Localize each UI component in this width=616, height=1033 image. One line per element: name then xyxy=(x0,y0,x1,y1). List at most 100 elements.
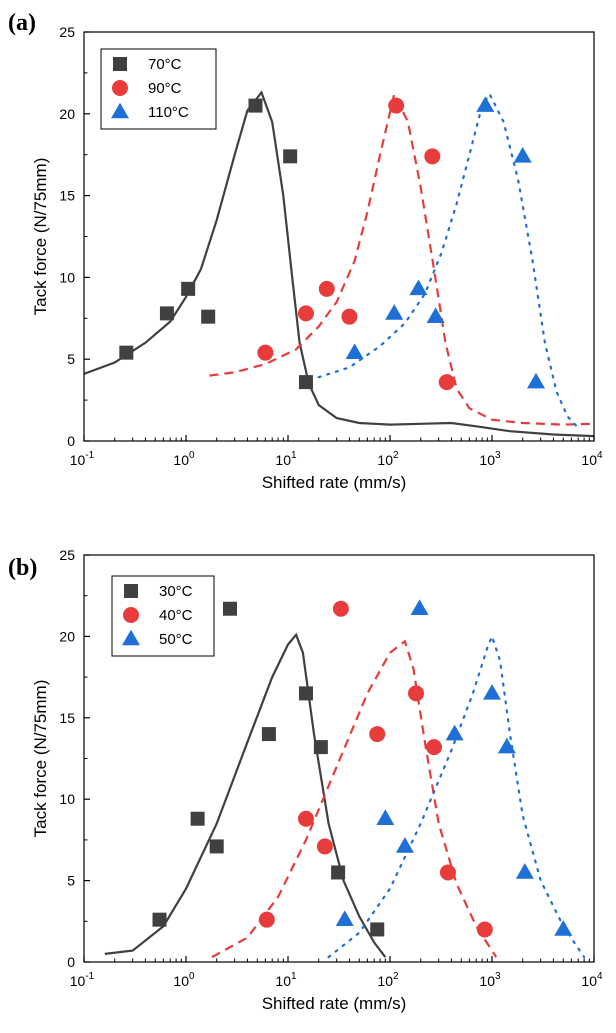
data-point-series-2-5 xyxy=(369,726,386,743)
data-point-series-1-3 xyxy=(181,281,196,296)
x-tick-label: 100 xyxy=(173,450,195,468)
data-point-series-3-5 xyxy=(476,96,495,112)
data-point-series-3-6 xyxy=(483,684,501,700)
x-tick-label: 103 xyxy=(479,450,501,468)
data-point-series-2-7 xyxy=(425,739,442,756)
data-point-series-3-1 xyxy=(335,910,354,926)
x-tick-label: 102 xyxy=(377,450,399,468)
data-point-series-2-8 xyxy=(439,864,456,881)
data-point-series-3-5 xyxy=(445,724,464,741)
data-point-series-3-3 xyxy=(409,279,428,296)
data-point-series-2-9 xyxy=(476,921,493,938)
data-point-series-2-5 xyxy=(388,97,405,114)
data-point-series-2-2 xyxy=(297,305,314,322)
legend-marker-1 xyxy=(124,584,138,598)
data-point-series-1-7 xyxy=(313,740,328,755)
x-tick-label: 104 xyxy=(581,971,603,989)
y-tick-label: 25 xyxy=(59,24,75,40)
x-axis-label: Shifted rate (mm/s) xyxy=(262,994,407,1013)
x-tick-label: 100 xyxy=(173,971,195,989)
data-point-series-1-1 xyxy=(119,345,134,360)
data-point-series-3-1 xyxy=(345,343,364,359)
fit-curve-1 xyxy=(84,90,594,438)
x-tick-label: 103 xyxy=(479,971,501,989)
data-point-series-1-7 xyxy=(298,375,313,390)
data-point-series-1-5 xyxy=(248,98,263,113)
legend-label-1: 30°C xyxy=(159,583,193,600)
y-tick-label: 10 xyxy=(59,791,75,807)
legend-label-2: 90°C xyxy=(148,80,182,97)
data-point-series-1-2 xyxy=(159,306,174,321)
x-tick-label: 102 xyxy=(377,971,399,989)
x-tick-label: 101 xyxy=(275,971,297,989)
fit-curve-2 xyxy=(209,90,594,426)
fit-curve-1 xyxy=(104,632,387,958)
fit-curve-3 xyxy=(327,633,586,959)
y-tick-label: 25 xyxy=(59,547,75,563)
chart-panel-a: 0 5 10 15 20 25 10-1 100 101 102 103 104 Shifted rat… xyxy=(8,10,603,492)
data-point-series-1-4 xyxy=(201,309,216,324)
data-point-series-1-6 xyxy=(298,686,313,701)
y-tick-label: 5 xyxy=(67,351,75,367)
data-point-series-3-7 xyxy=(526,372,545,389)
data-point-series-3-4 xyxy=(426,307,445,323)
data-point-series-2-6 xyxy=(408,685,425,702)
x-tick-label: 10-1 xyxy=(70,971,95,989)
y-tick-label: 20 xyxy=(59,628,75,644)
legend-label-3: 50°C xyxy=(159,631,193,648)
legend: 30°C 40°C 50°C xyxy=(111,575,215,657)
y-tick-label: 20 xyxy=(59,106,75,122)
y-tick-label: 15 xyxy=(59,710,75,726)
data-point-series-1-6 xyxy=(283,149,298,164)
legend-marker-2 xyxy=(123,607,139,623)
data-point-series-2-3 xyxy=(318,280,335,297)
y-tick-label: 15 xyxy=(59,188,75,204)
legend-marker-3 xyxy=(111,102,129,119)
fit-curve-2 xyxy=(211,639,498,959)
data-point-series-2-4 xyxy=(332,600,349,617)
legend-label-3: 110°C xyxy=(148,104,189,121)
data-markers xyxy=(119,96,545,391)
y-tick-label: 5 xyxy=(67,873,75,889)
legend-label-2: 40°C xyxy=(159,607,193,624)
legend-label-1: 70°C xyxy=(148,56,182,73)
data-point-series-1-4 xyxy=(222,601,237,616)
data-point-series-3-4 xyxy=(410,599,429,616)
data-markers xyxy=(152,599,573,938)
fit-curves xyxy=(84,90,594,438)
data-point-series-1-8 xyxy=(331,865,346,880)
y-tick-label: 0 xyxy=(67,954,75,970)
x-tick-label: 101 xyxy=(275,450,297,468)
fit-curves xyxy=(104,632,586,959)
legend-marker-3 xyxy=(122,629,140,646)
y-axis-label: Tack force (N/75mm) xyxy=(31,158,50,316)
y-axis-label: Tack force (N/75mm) xyxy=(31,680,50,838)
data-point-series-2-7 xyxy=(438,374,455,391)
legend-marker-2 xyxy=(112,80,128,96)
x-tick-label: 104 xyxy=(581,450,603,468)
data-point-series-3-8 xyxy=(515,863,534,879)
data-point-series-2-1 xyxy=(257,344,274,361)
data-point-series-2-4 xyxy=(341,308,358,325)
panel-label: (a) xyxy=(8,10,36,36)
data-point-series-2-2 xyxy=(297,810,314,827)
data-point-series-3-7 xyxy=(497,737,516,754)
legend: 70°C 90°C 110°C xyxy=(100,48,217,130)
data-point-series-1-1 xyxy=(152,912,167,927)
data-point-series-3-6 xyxy=(513,147,532,163)
data-point-series-1-2 xyxy=(190,811,205,826)
data-point-series-3-3 xyxy=(395,837,414,853)
legend-marker-1 xyxy=(113,57,127,71)
data-point-series-2-6 xyxy=(424,148,441,165)
data-point-series-1-9 xyxy=(370,922,385,937)
y-tick-label: 0 xyxy=(67,433,75,449)
data-point-series-2-1 xyxy=(258,911,275,928)
data-point-series-3-9 xyxy=(554,920,573,936)
data-point-series-1-5 xyxy=(261,727,276,742)
x-axis-label: Shifted rate (mm/s) xyxy=(262,473,407,492)
data-point-series-2-3 xyxy=(316,838,333,855)
y-tick-label: 10 xyxy=(59,269,75,285)
data-point-series-3-2 xyxy=(385,304,404,320)
x-tick-label: 10-1 xyxy=(70,450,95,468)
